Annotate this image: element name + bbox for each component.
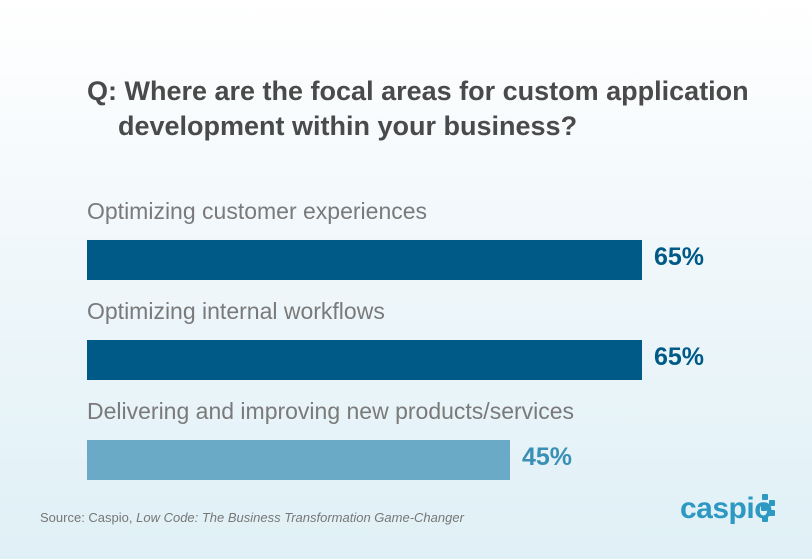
value-label: 65% [654, 243, 705, 271]
caspio-logo: caspio [680, 492, 773, 525]
title-line-1: Q: Where are the focal areas for custom … [87, 76, 749, 106]
bar [87, 340, 642, 380]
bar [87, 440, 510, 480]
category-label: Delivering and improving new products/se… [87, 398, 575, 424]
source-note: Source: Caspio, Low Code: The Business T… [40, 510, 464, 525]
bar [87, 240, 642, 280]
source-title: Low Code: The Business Transformation Ga… [136, 510, 464, 525]
source-prefix: Source: Caspio, [40, 510, 137, 525]
value-label: 65% [654, 343, 705, 371]
category-label: Optimizing internal workflows [87, 298, 385, 324]
value-label: 45% [522, 443, 573, 471]
title-line-2: development within your business? [118, 111, 578, 141]
category-label: Optimizing customer experiences [87, 198, 428, 224]
logo-dots-icon [760, 494, 776, 524]
chart-title: Q: Where are the focal areas for custom … [87, 74, 777, 144]
